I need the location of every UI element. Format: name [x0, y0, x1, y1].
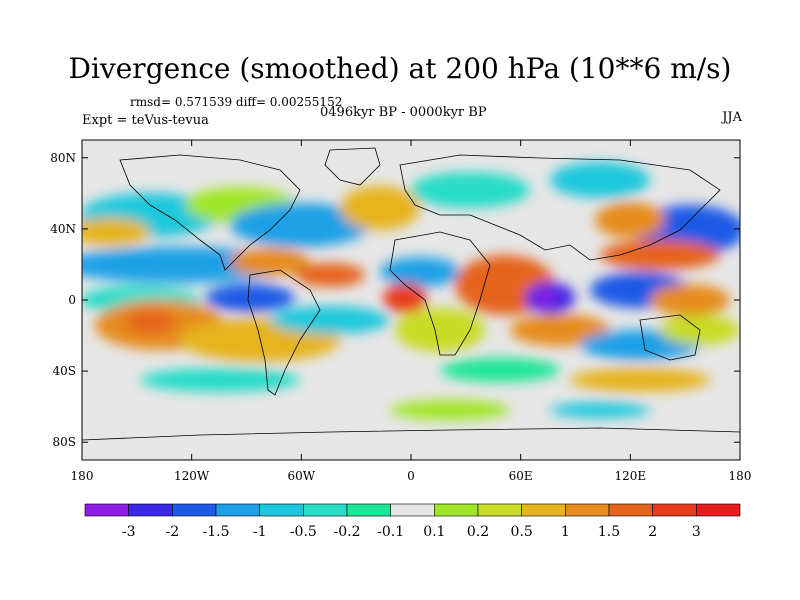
lon-tick-label: 120W — [174, 469, 210, 483]
colorbar-label: -0.2 — [334, 524, 361, 540]
colorbar-label: -1 — [253, 524, 267, 540]
lon-tick-label: 180 — [71, 469, 94, 483]
colorbar-box — [652, 503, 697, 517]
colorbar-box — [128, 503, 173, 517]
stats-text: rmsd= 0.571539 diff= 0.00255152 — [130, 95, 343, 109]
colorbar-label: 0.1 — [423, 524, 445, 540]
lat-tick-label: 0 — [68, 293, 76, 307]
colorbar-box — [477, 503, 522, 517]
colorbar-box — [696, 503, 741, 517]
latitude-ticks: 80N 40N 0 40S 80S — [50, 151, 740, 449]
divergence-field — [82, 162, 740, 420]
colorbar-label: 2 — [648, 524, 657, 540]
colorbar-label: 0.2 — [467, 524, 489, 540]
colorbar-label: -0.5 — [290, 524, 317, 540]
colorbar-box — [390, 503, 435, 517]
colorbar-label: -1.5 — [203, 524, 230, 540]
colorbar-box — [172, 503, 217, 517]
colorbar-label: 1.5 — [598, 524, 620, 540]
coastlines — [82, 147, 740, 441]
colorbar-label: -3 — [122, 524, 136, 540]
lat-tick-label: 40S — [53, 364, 77, 378]
period-label: 0496kyr BP - 0000kyr BP — [320, 105, 487, 120]
colorbar: -3 -2 -1.5 -1 -0.5 -0.2 -0.1 0.1 0.2 0.5 1 1.5 2 3 — [84, 503, 741, 540]
lon-tick-label: 120E — [614, 469, 646, 483]
chart-title: Divergence (smoothed) at 200 hPa (10**6 … — [68, 52, 732, 85]
season-label: JJA — [722, 110, 742, 125]
colorbar-label: -2 — [166, 524, 180, 540]
colorbar-box — [215, 503, 260, 517]
colorbar-box — [303, 503, 348, 517]
lon-tick-label: 60W — [288, 469, 316, 483]
colorbar-box — [434, 503, 479, 517]
colorbar-box — [565, 503, 610, 517]
colorbar-box — [84, 503, 129, 517]
longitude-ticks: 180 120W 60W 0 60E 120E 180 — [71, 140, 752, 483]
colorbar-label: 0.5 — [511, 524, 533, 540]
colorbar-label: 1 — [561, 524, 570, 540]
lat-tick-label: 40N — [50, 222, 76, 236]
lon-tick-label: 60E — [509, 469, 533, 483]
colorbar-box — [259, 503, 304, 517]
colorbar-box — [346, 503, 391, 517]
lon-tick-label: 0 — [407, 469, 415, 483]
lat-tick-label: 80N — [50, 151, 76, 165]
lon-tick-label: 180 — [729, 469, 752, 483]
lat-tick-label: 80S — [53, 435, 77, 449]
colorbar-label: -0.1 — [377, 524, 404, 540]
colorbar-label: 3 — [692, 524, 701, 540]
experiment-label: Expt = teVus-tevua — [82, 113, 209, 128]
colorbar-box — [608, 503, 653, 517]
colorbar-box — [521, 503, 566, 517]
